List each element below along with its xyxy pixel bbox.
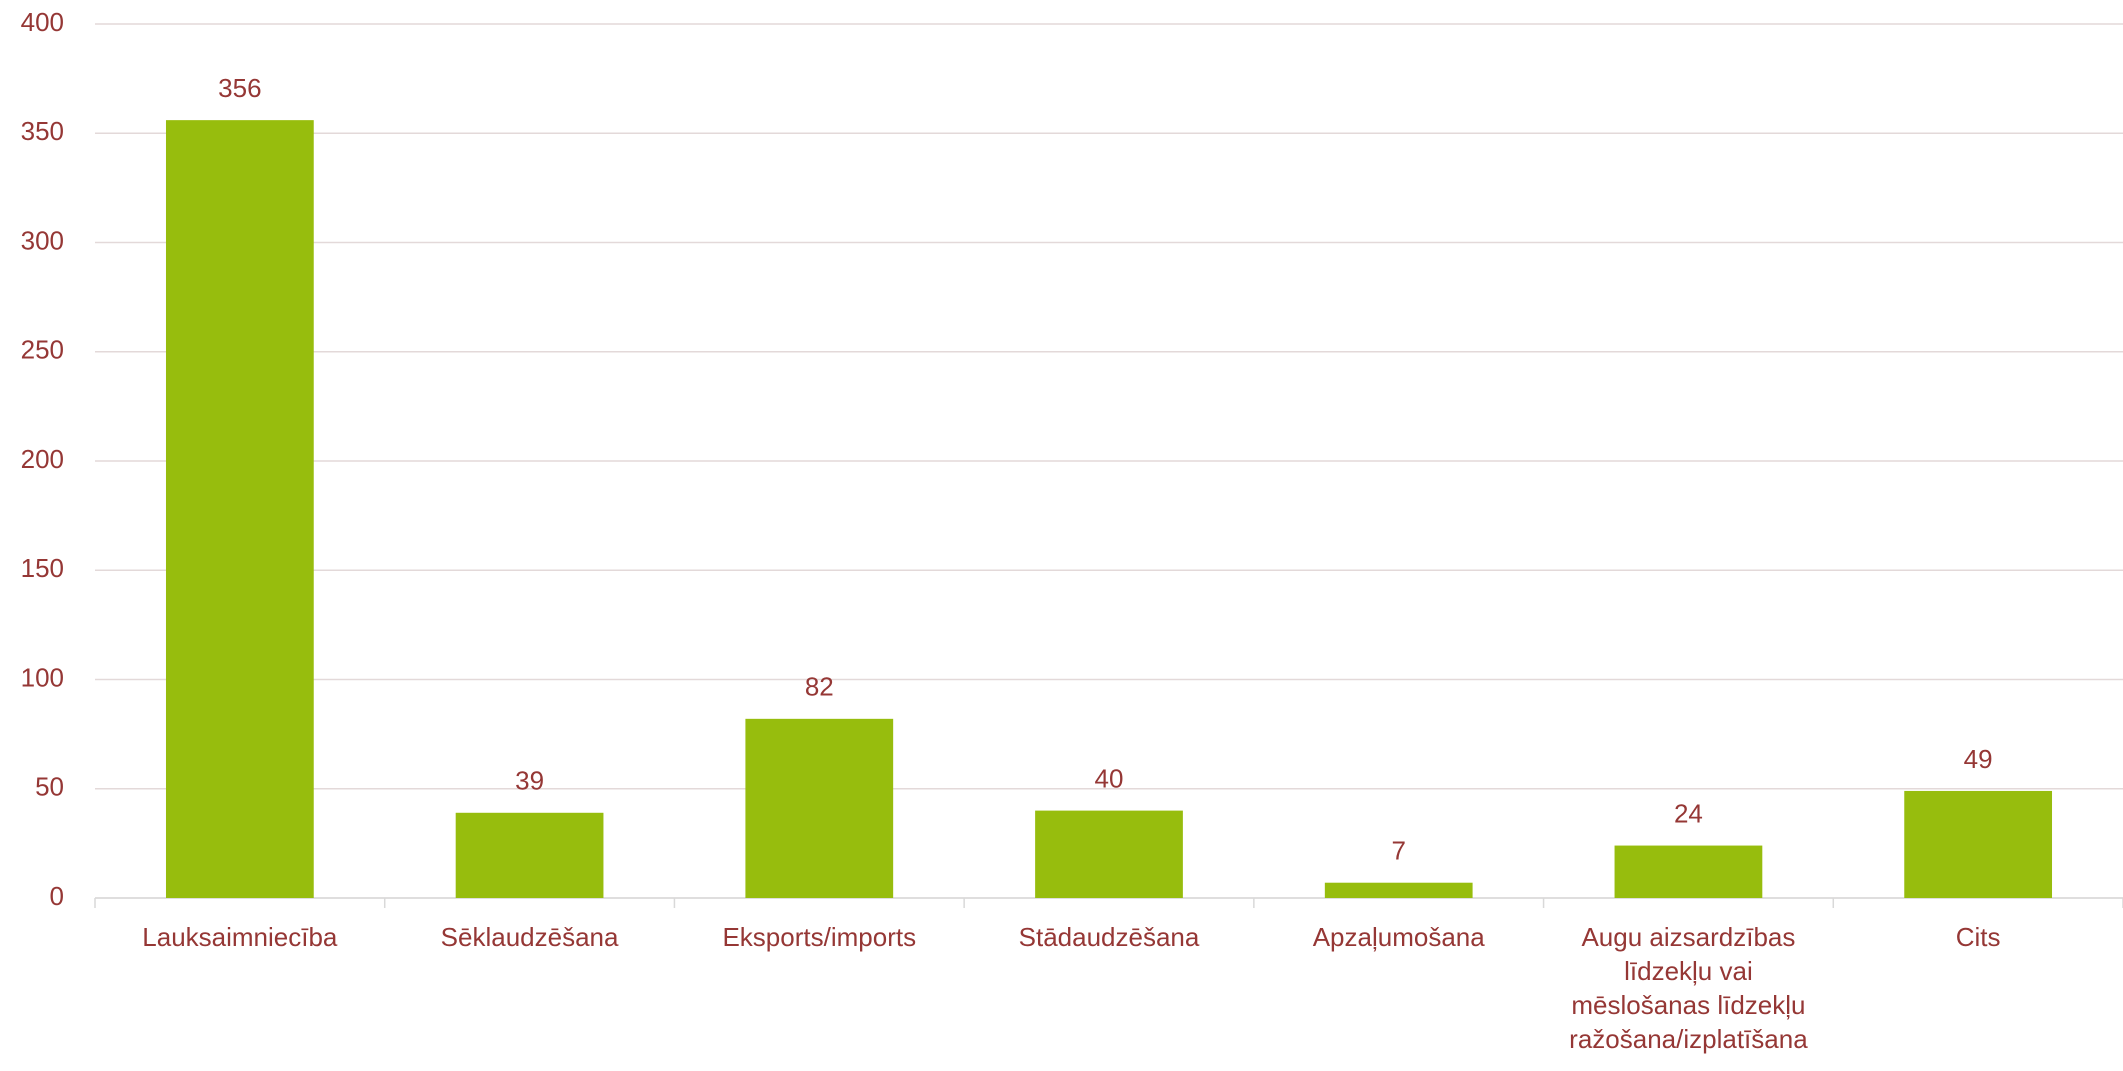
bar [1614,845,1763,898]
y-tick-label: 200 [21,444,64,474]
bar [745,718,894,898]
bar [1904,790,2053,898]
y-tick-label: 50 [35,772,64,802]
x-tick-label: Stādaudzēšana [1018,922,1200,952]
x-tick-label: Eksports/imports [722,922,917,952]
y-tick-label: 300 [21,225,64,255]
x-tick-label: Sēklaudzēšana [440,922,619,952]
x-tick-label: Augu aizsardzības līdzekļu vai mēslošana… [1569,922,1808,1054]
data-label: 356 [218,73,261,103]
y-tick-label: 250 [21,335,64,365]
data-label: 49 [1964,744,1993,774]
bar [1035,810,1183,898]
data-label: 40 [1095,763,1124,793]
x-tick-label: Lauksaimniecība [142,922,338,952]
data-label: 39 [515,766,544,796]
y-tick-label: 100 [21,662,64,692]
data-label: 24 [1674,798,1703,828]
y-tick-label: 350 [21,116,64,146]
bar [165,120,314,898]
data-label: 7 [1391,836,1405,866]
x-tick-label: Apzaļumošana [1312,922,1485,952]
bar [455,812,604,898]
y-tick-label: 0 [50,881,64,911]
y-tick-label: 150 [21,553,64,583]
bar [1324,882,1473,898]
y-tick-label: 400 [21,7,64,37]
data-label: 82 [805,672,834,702]
x-tick-label: Cits [1955,922,2001,952]
